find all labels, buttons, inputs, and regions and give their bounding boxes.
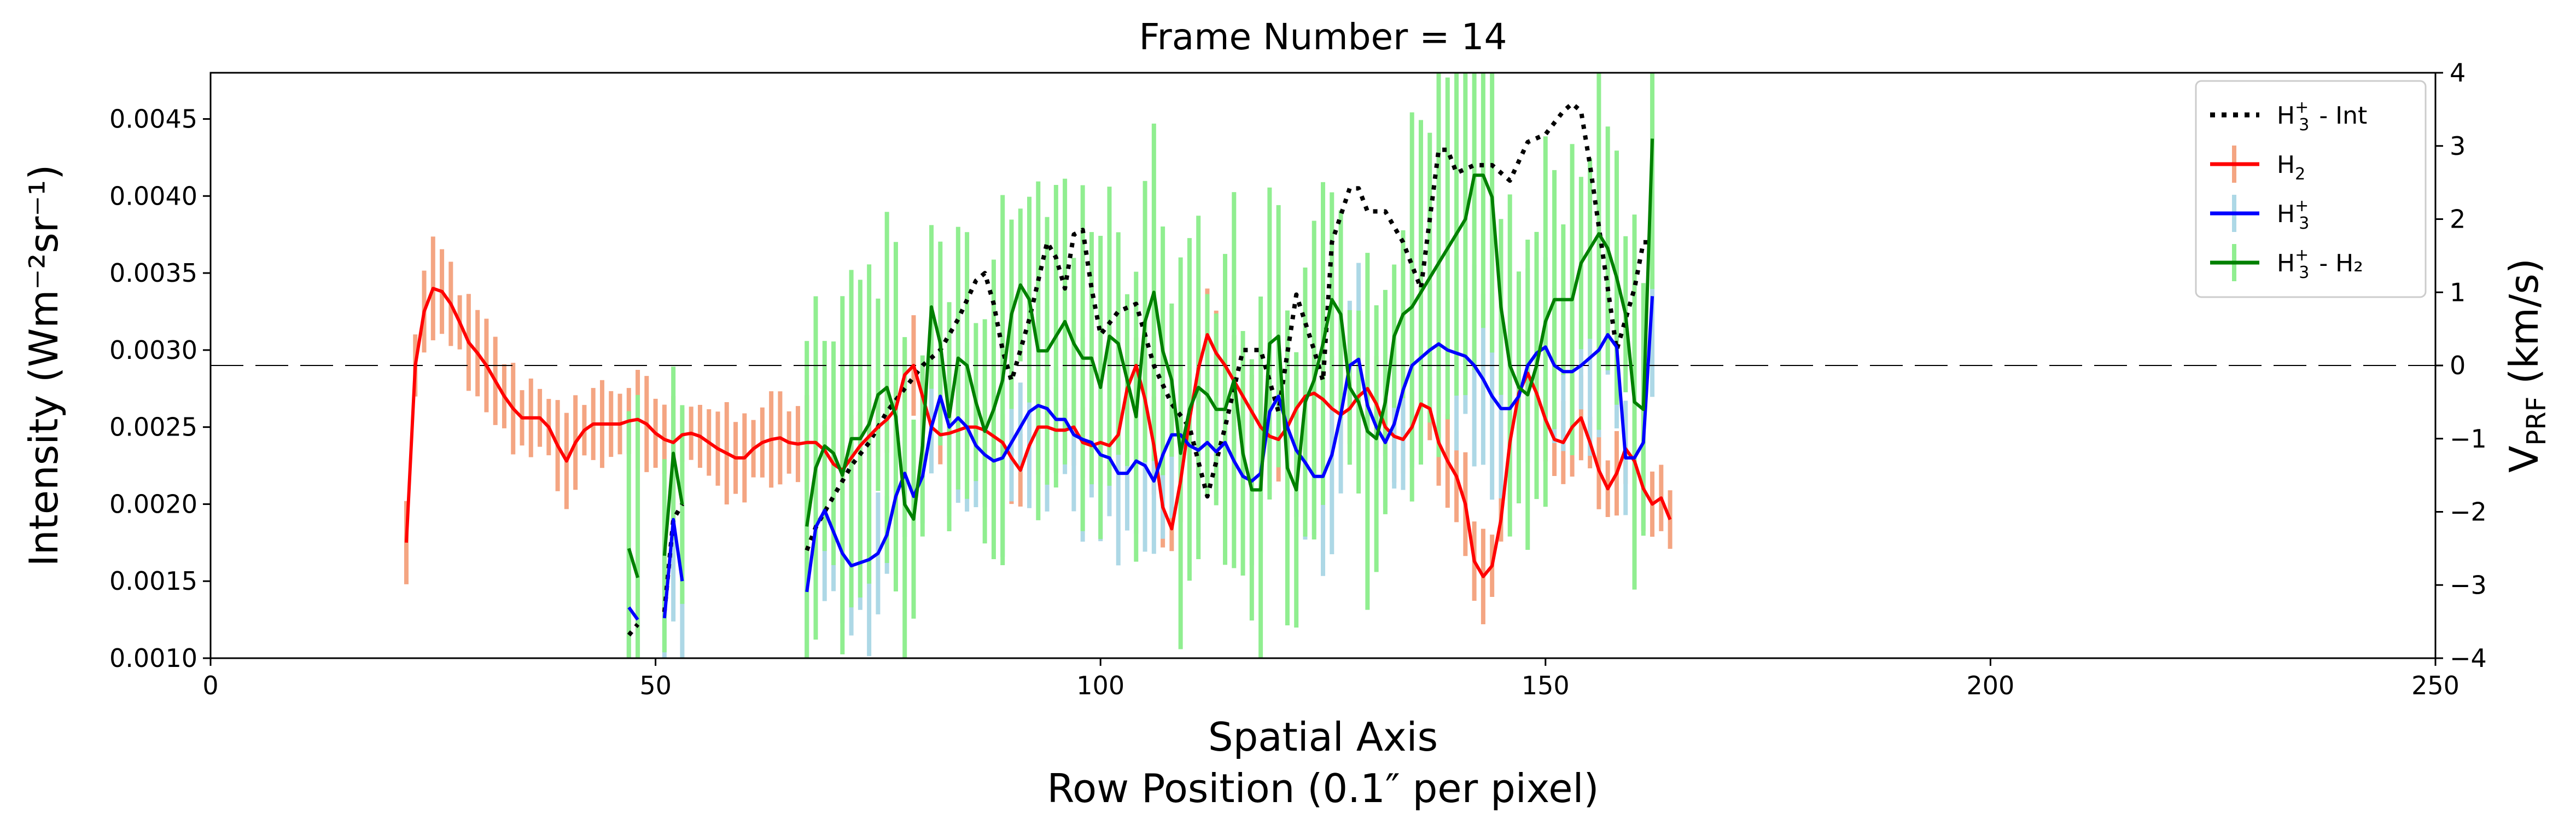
left-y-tick-label: 0.0025 <box>109 413 197 442</box>
legend-label: H+ 3 - H₂ <box>2277 246 2363 282</box>
series-line <box>662 451 684 556</box>
legend-label-rest: - Int <box>2311 102 2367 130</box>
x-tick-label: 50 <box>639 671 672 700</box>
legend-label-base: H <box>2277 249 2295 277</box>
series-line <box>662 518 684 619</box>
right-y-tick-label: 4 <box>2450 58 2466 88</box>
x-axis-label-line2: Row Position (0.1″ per pixel) <box>1047 765 1599 811</box>
right-y-tick-label: −2 <box>2450 497 2487 527</box>
right-y-tick-label: 2 <box>2450 205 2466 234</box>
legend-label: H2 <box>2277 151 2305 184</box>
left-y-axis-ticks: 0.0010 0.0015 0.0020 0.0025 0.0030 0.0035 0.00… <box>109 104 211 673</box>
left-y-tick-label: 0.0045 <box>109 104 197 133</box>
right-y-axis-ticks: −4 −3 −2 −1 0 1 2 3 4 <box>2435 58 2487 673</box>
legend-label: H+ 3 <box>2277 196 2309 233</box>
legend-label-base: H <box>2277 102 2295 130</box>
series-line <box>627 548 639 578</box>
legend-label: H+ 3 - Int <box>2277 98 2367 135</box>
x-tick-label: 150 <box>1522 671 1570 700</box>
x-tick-label: 0 <box>202 671 218 700</box>
series-line <box>805 296 1654 593</box>
x-tick-label: 250 <box>2411 671 2460 700</box>
x-axis-ticks: 0 50 100 150 200 250 <box>202 658 2460 700</box>
legend-label-sub: 3 <box>2299 115 2309 135</box>
right-y-tick-label: 3 <box>2450 131 2466 161</box>
right-y-tick-label: 1 <box>2450 277 2466 307</box>
legend-label-sup: + <box>2295 98 2309 117</box>
series-line <box>627 606 639 621</box>
series-line <box>405 287 1672 578</box>
x-tick-label: 100 <box>1076 671 1124 700</box>
right-y-tick-label: −1 <box>2450 424 2487 454</box>
right-y-tick-label: 0 <box>2450 351 2466 380</box>
legend-label-sup: + <box>2295 196 2309 216</box>
left-y-tick-label: 0.0030 <box>109 335 197 365</box>
series-line <box>805 101 1653 551</box>
series-line <box>805 138 1654 527</box>
right-y-tick-label: −4 <box>2450 643 2487 673</box>
right-y-axis-label-v: V <box>2501 446 2547 473</box>
legend-label-base: H <box>2277 151 2295 179</box>
left-y-tick-label: 0.0015 <box>109 566 197 596</box>
right-y-axis-label-unit: (km/s) <box>2501 258 2547 397</box>
left-y-tick-label: 0.0040 <box>109 181 197 211</box>
legend-label-base: H <box>2277 200 2295 228</box>
left-y-tick-label: 0.0020 <box>109 489 197 519</box>
left-y-tick-label: 0.0035 <box>109 258 197 288</box>
legend-label-sub: 3 <box>2299 214 2309 233</box>
series-line <box>627 623 640 637</box>
right-y-tick-label: −3 <box>2450 570 2487 600</box>
x-tick-label: 200 <box>1966 671 2014 700</box>
left-y-axis-label: Intensity (Wm⁻²sr⁻¹) <box>21 165 67 567</box>
x-axis-label-line1: Spatial Axis <box>1208 714 1438 760</box>
legend-label-rest: - H₂ <box>2311 249 2363 277</box>
series-lines <box>405 101 1672 637</box>
legend-label-sup: + <box>2295 246 2309 265</box>
chart-plot-area <box>209 72 2437 659</box>
legend-label-sub: 3 <box>2299 263 2309 282</box>
legend-label-sub: 2 <box>2295 165 2305 184</box>
legend-box <box>2195 80 2427 298</box>
right-y-axis-label-sub: PRF <box>2521 397 2552 446</box>
left-y-tick-label: 0.0010 <box>109 643 197 673</box>
chart-title: Frame Number = 14 <box>1139 16 1507 58</box>
right-y-axis-label: VPRF (km/s) <box>2501 258 2552 473</box>
